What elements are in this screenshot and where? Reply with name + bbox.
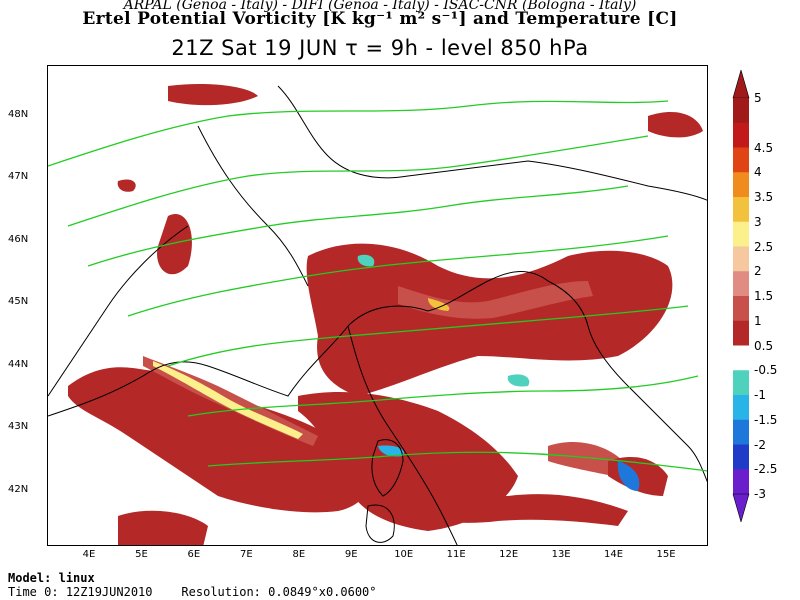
pv-region [68, 367, 372, 513]
border [197, 125, 309, 287]
temperature-contour [127, 235, 669, 317]
footer-info: Model: linux Time 0: 12Z19JUN2010 Resolu… [8, 571, 377, 599]
colorbar-label: -2 [754, 437, 766, 452]
temperature-contour [48, 100, 669, 167]
longitude-label: 8E [292, 549, 306, 560]
colorbar-label: 2.5 [754, 239, 774, 254]
colorbar-label: 2 [754, 264, 762, 279]
colorbar-label: 4 [754, 165, 762, 180]
time-value: 12Z19JUN2010 [65, 585, 153, 599]
colorbar-segment [733, 345, 749, 371]
pv-region [617, 461, 640, 491]
latitude-label: 47N [8, 171, 29, 183]
latitude-label: 42N [8, 483, 29, 495]
pv-region [118, 510, 208, 545]
longitude-label: 11E [446, 549, 466, 560]
pv-region [648, 111, 703, 138]
temperature-contour [207, 451, 707, 472]
colorbar-segment [733, 469, 749, 495]
island [371, 439, 404, 497]
colorbar-label: -1.5 [754, 412, 778, 427]
island [365, 504, 395, 543]
colorbar-top-arrow [732, 70, 750, 99]
latitude-label: 46N [8, 233, 29, 245]
pv-region [378, 486, 628, 526]
colorbar-segment [733, 370, 749, 396]
coastline [347, 271, 707, 483]
colorbar-label: 1 [754, 313, 762, 328]
pv-region [157, 214, 192, 275]
colorbar-label: 1.5 [754, 289, 774, 303]
pv-region [357, 254, 375, 267]
pv-region [168, 84, 258, 106]
latitude-label: 45N [8, 296, 29, 308]
longitude-label: 5E [135, 549, 148, 560]
latitude-label: 43N [8, 421, 29, 433]
colorbar-label: -3 [754, 487, 766, 501]
temperature-contours [48, 100, 707, 472]
pv-region [378, 445, 404, 457]
colorbar-label: 4.5 [754, 140, 774, 155]
resolution-value: 0.0849°x0.0600° [268, 585, 377, 599]
map-panel[interactable] [47, 65, 708, 546]
temperature-contour [187, 375, 699, 417]
time-label: Time 0: [8, 585, 59, 599]
valid-time-title: 21Z Sat 19 JUN τ = 9h - level 850 hPa [171, 36, 589, 60]
pv-region [153, 361, 303, 439]
resolution-label: Resolution: [181, 585, 261, 599]
map-canvas [48, 84, 707, 545]
coastline [347, 325, 458, 545]
temperature-contour [67, 135, 649, 227]
potential-vorticity-shading [68, 84, 703, 545]
longitude-label: 15E [656, 549, 676, 560]
longitude-label: 9E [344, 549, 358, 560]
colorbar-label: 3 [754, 214, 762, 229]
colorbar-segment [733, 395, 749, 421]
colorbar-label: -0.5 [754, 363, 778, 378]
institutions-line: ARPAL (Genoa - Italy) - DIFI (Genoa - It… [123, 0, 637, 13]
longitude-label: 6E [187, 549, 201, 560]
colorbar-label: 0.5 [754, 338, 774, 353]
border [277, 85, 707, 201]
colorbar-segment [733, 444, 749, 470]
colorbar-label: -1 [754, 388, 766, 402]
colorbar-segment [733, 122, 749, 148]
longitude-label: 13E [551, 549, 571, 560]
latitude-label: 44N [8, 358, 29, 370]
border [48, 225, 189, 397]
longitude-label: 7E [240, 549, 253, 560]
coastline [48, 325, 349, 417]
pv-region [548, 441, 623, 476]
temperature-contour [87, 185, 629, 267]
colorbar-label: 5 [754, 91, 762, 105]
colorbar [732, 70, 750, 522]
temperature-contour [167, 305, 689, 367]
longitude-label: 4E [82, 549, 96, 560]
colorbar-label: -2.5 [754, 462, 778, 477]
colorbar-segment [733, 296, 749, 322]
longitude-label: 10E [394, 549, 414, 560]
colorbar-segment [733, 246, 749, 272]
pv-region [428, 298, 450, 311]
colorbar-segment [733, 98, 749, 124]
pv-region [507, 374, 530, 387]
pv-region [117, 179, 136, 192]
coastlines-and-borders [48, 85, 707, 545]
colorbar-segment [733, 271, 749, 297]
model-label: Model: [8, 571, 52, 585]
longitude-label: 12E [499, 549, 519, 560]
longitude-label: 14E [604, 549, 624, 560]
colorbar-segment [733, 147, 749, 173]
colorbar-label: 3.5 [754, 190, 774, 204]
colorbar-segment [733, 320, 749, 346]
colorbar-segment [733, 197, 749, 223]
colorbar-segment [733, 419, 749, 445]
latitude-label: 48N [8, 108, 29, 120]
field-title: Ertel Potential Vorticity [K kg⁻¹ m² s⁻¹… [82, 9, 678, 29]
colorbar-segment [733, 172, 749, 198]
colorbar-bottom-arrow [732, 493, 750, 522]
colorbar-segment [733, 221, 749, 247]
model-value: linux [58, 571, 95, 585]
